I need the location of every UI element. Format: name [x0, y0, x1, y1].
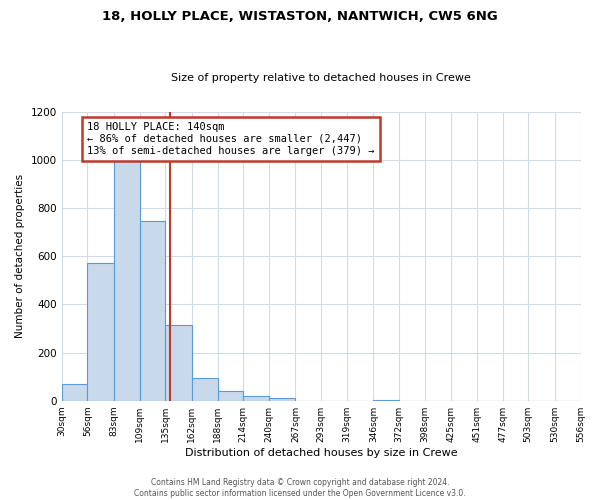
Text: 18 HOLLY PLACE: 140sqm
← 86% of detached houses are smaller (2,447)
13% of semi-: 18 HOLLY PLACE: 140sqm ← 86% of detached…: [88, 122, 375, 156]
Text: 18, HOLLY PLACE, WISTASTON, NANTWICH, CW5 6NG: 18, HOLLY PLACE, WISTASTON, NANTWICH, CW…: [102, 10, 498, 23]
X-axis label: Distribution of detached houses by size in Crewe: Distribution of detached houses by size …: [185, 448, 457, 458]
Bar: [88, 264, 114, 400]
Title: Size of property relative to detached houses in Crewe: Size of property relative to detached ho…: [171, 73, 471, 83]
Bar: [140, 221, 165, 400]
Bar: [165, 325, 192, 400]
Text: Contains HM Land Registry data © Crown copyright and database right 2024.
Contai: Contains HM Land Registry data © Crown c…: [134, 478, 466, 498]
Bar: [192, 378, 218, 400]
Y-axis label: Number of detached properties: Number of detached properties: [15, 174, 25, 338]
Bar: [243, 396, 269, 400]
Bar: [218, 391, 243, 400]
Bar: [269, 398, 295, 400]
Bar: [114, 160, 140, 400]
Bar: [62, 384, 88, 400]
